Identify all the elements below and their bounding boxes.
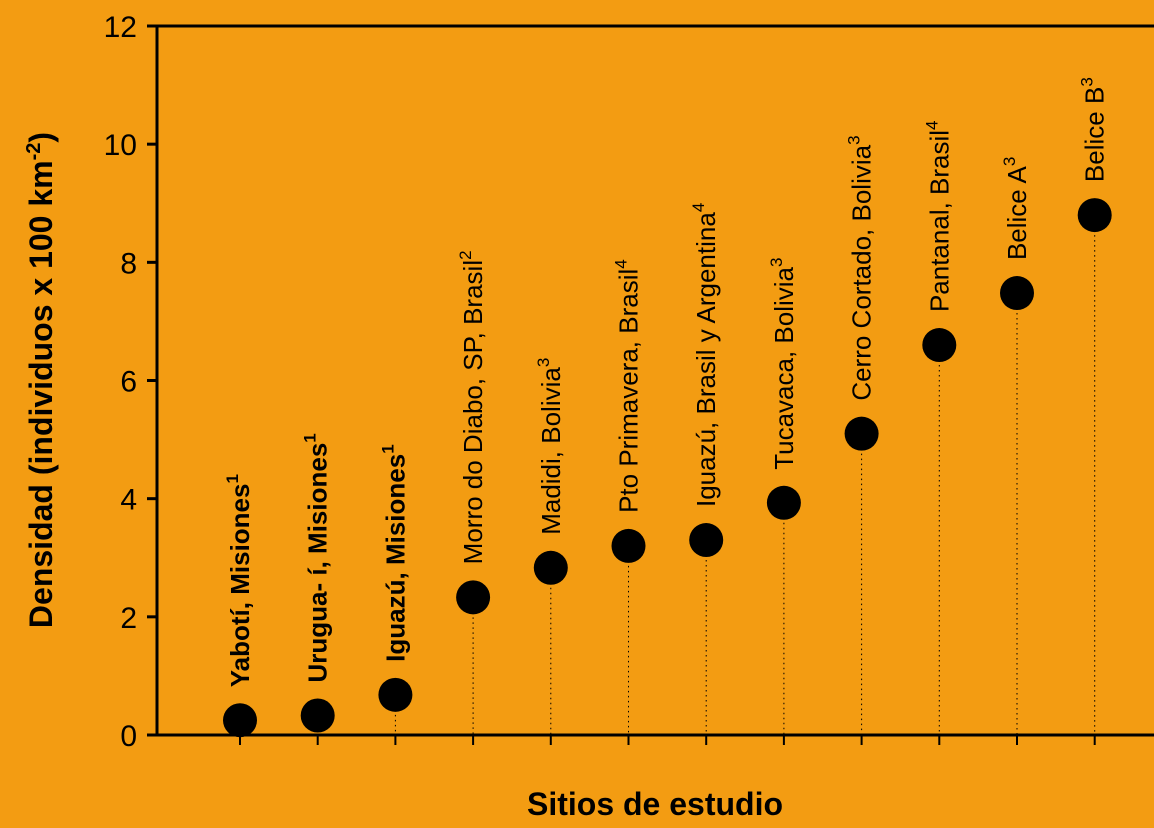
y-tick-label: 2 [120,602,137,635]
site-label: Iguazú, Misiones1 [378,444,410,662]
site-label-text: Cerro Cortado, Bolivia [847,144,877,400]
site-label: Tucavaca, Bolivia3 [767,258,799,470]
site-label-sup: 1 [378,444,397,453]
site-label-sup: 3 [845,135,864,144]
markers [223,198,1112,738]
site-label-text: Madidi, Bolivia [536,367,566,535]
y-axis-title-main: Densidad (individuos x 100 km [23,160,59,628]
data-point [533,550,568,585]
x-axis-title: Sitios de estudio [527,786,783,822]
site-label: Urugua- í, Misiones1 [301,433,333,682]
data-point [1077,198,1112,233]
y-axis-title-end: ) [23,132,59,143]
y-tick-label: 10 [104,129,137,162]
site-label-sup: 3 [767,258,786,267]
data-point [844,416,879,451]
data-point [922,328,957,363]
y-tick-label: 8 [120,247,137,280]
data-point [689,523,724,558]
y-tick-label: 4 [120,484,137,517]
site-label: Belice B3 [1078,77,1110,182]
site-label: Belice A3 [1000,157,1032,260]
site-label-text: Belice B [1080,87,1110,182]
y-tick-label: 0 [120,720,137,753]
y-axis-title: Densidad (individuos x 100 km-2) [23,132,59,628]
data-point [300,698,335,733]
site-label-sup: 1 [301,433,320,442]
site-label-sup: 3 [1000,157,1019,166]
site-label-sup: 4 [612,259,631,268]
site-label: Yabotí, Misiones1 [223,474,255,687]
site-label-text: Belice A [1002,165,1032,260]
site-label-sup: 4 [689,203,708,212]
data-point [611,528,646,563]
site-label: Pantanal, Brasil4 [922,120,954,312]
site-label-text: Yabotí, Misiones [225,484,255,688]
site-label-sup: 3 [534,358,553,367]
site-label-text: Urugua- í, Misiones [303,443,333,683]
site-label: Iguazú, Brasil y Argentina4 [689,203,721,507]
site-label-sup: 1 [223,474,242,483]
y-axis-title-sup: -2 [23,143,45,161]
site-label-sup: 2 [456,250,475,259]
site-label-sup: 4 [922,120,941,129]
data-point [223,703,257,738]
site-label: Pto Primavera, Brasil4 [612,259,644,513]
site-label-sup: 3 [1078,77,1097,86]
site-label: Morro do Diabo, SP, Brasil2 [456,250,488,564]
y-tick-label: 6 [120,366,137,399]
y-ticks: 0 2 4 6 8 10 12 [104,11,157,753]
data-point [456,580,491,615]
site-label-text: Pto Primavera, Brasil [614,269,644,513]
site-label-text: Tucavaca, Bolivia [769,266,799,469]
site-labels: Yabotí, Misiones1 Urugua- í, Misiones1Igu… [223,77,1110,687]
site-label-text: Pantanal, Brasil [924,130,954,312]
y-tick-label: 12 [104,11,137,44]
data-point [378,677,413,712]
data-point [1000,276,1034,311]
site-label-text: Iguazú, Misiones [380,454,410,662]
site-label: Cerro Cortado, Bolivia3 [845,135,877,400]
site-label-text: Morro do Diabo, SP, Brasil [458,260,488,564]
site-label: Madidi, Bolivia3 [534,358,566,535]
data-point [766,485,801,520]
site-label-text: Iguazú, Brasil y Argentina [691,212,721,507]
